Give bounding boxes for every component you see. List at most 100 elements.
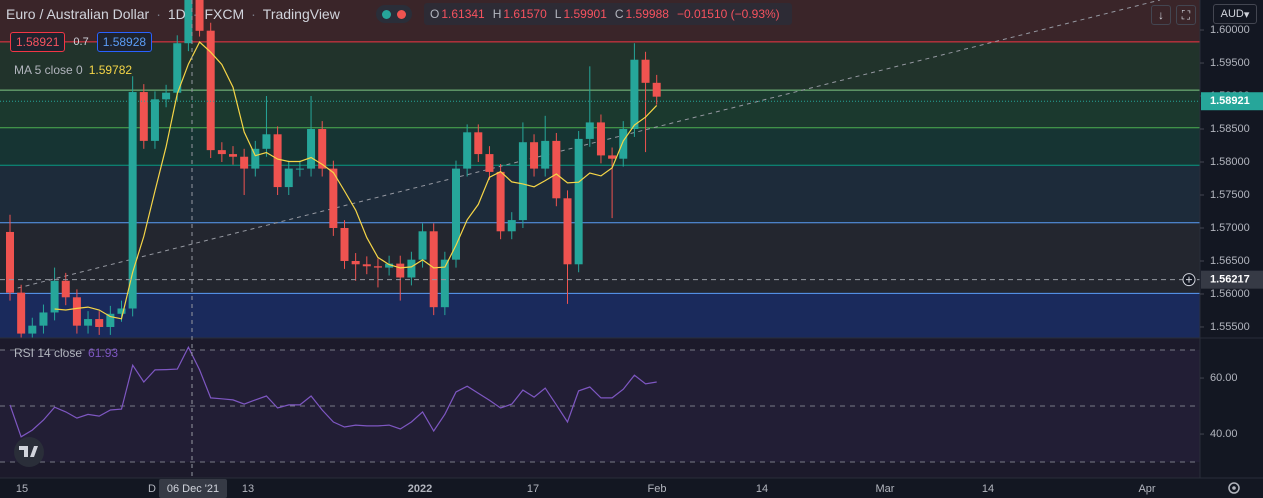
- candle-body: [373, 266, 382, 268]
- candle-body: [329, 168, 338, 228]
- close-label: C: [614, 7, 624, 21]
- candle-body: [28, 325, 37, 334]
- close-value: 1.59988: [625, 7, 669, 21]
- ma-label: MA 5 close 0: [14, 63, 83, 77]
- y-tick-label: 1.58000: [1210, 156, 1250, 168]
- candle-body: [240, 156, 249, 169]
- candle-body: [206, 30, 215, 151]
- ma-value: 1.59782: [88, 63, 133, 77]
- candle-body: [106, 313, 115, 327]
- y-tick-label: 1.57500: [1210, 189, 1250, 201]
- y-tick-label: 1.57000: [1210, 222, 1250, 234]
- time-axis: [0, 478, 1263, 498]
- candle-body: [518, 142, 527, 221]
- y-tick-label: 1.56500: [1210, 255, 1250, 267]
- rsi-pane: [0, 338, 1200, 478]
- candle-body: [541, 140, 550, 169]
- price-axis: [1200, 0, 1263, 478]
- y-tick-label: 1.55500: [1210, 321, 1250, 333]
- high-label: H: [492, 7, 502, 21]
- rsi-label: RSI 14 close: [14, 346, 83, 360]
- y-tick-label: 1.56000: [1210, 288, 1250, 300]
- scroll-button[interactable]: ↓: [1151, 5, 1171, 25]
- candle-body: [474, 132, 483, 155]
- candle-body: [641, 59, 650, 83]
- time-labels: 15 D 13 2022 17 Feb 14 Mar 14 Apr: [16, 483, 1156, 495]
- price-badge-label: 1.58921: [1210, 95, 1250, 107]
- candle-body: [608, 155, 617, 159]
- low-value: 1.59901: [563, 7, 607, 21]
- candle-body: [418, 231, 427, 260]
- high-value: 1.61570: [503, 7, 547, 21]
- zone: [0, 41, 1200, 91]
- candle-body: [72, 297, 81, 326]
- candle-body: [318, 129, 327, 169]
- candle-body: [619, 129, 628, 159]
- order-panel: 1.58921 0.7 1.58928: [10, 31, 153, 53]
- candle-body: [39, 312, 48, 326]
- candle-body: [84, 319, 93, 326]
- candle-body: [217, 150, 226, 155]
- candle-body: [407, 259, 416, 278]
- candle-body: [150, 99, 159, 141]
- candle-body: [284, 168, 293, 188]
- rsi-value: 61.93: [88, 346, 119, 360]
- candle-body: [273, 134, 282, 188]
- time-label: 13: [242, 483, 254, 495]
- candle-body: [128, 92, 137, 309]
- market-toggle[interactable]: [376, 5, 412, 23]
- crosshair-add-plus: [1186, 276, 1192, 283]
- candle-body: [162, 92, 171, 100]
- currency-select[interactable]: AUD ▾: [1213, 4, 1257, 24]
- time-label: D: [148, 483, 156, 495]
- candle-body: [563, 198, 572, 265]
- tradingview-logo: [14, 437, 44, 467]
- time-label: 17: [527, 483, 539, 495]
- candle-body: [463, 132, 472, 169]
- candle-body: [17, 292, 26, 334]
- source: TradingView: [262, 6, 340, 22]
- candle-body: [139, 92, 148, 141]
- candle-body: [496, 171, 505, 232]
- candle-body: [452, 168, 460, 260]
- crosshair-date-badge: [159, 479, 227, 498]
- candle-body: [396, 263, 405, 278]
- symbol-header: Euro / Australian Dollar · 1D · FXCM · Trad…: [6, 6, 340, 22]
- rsi-line: [9, 345, 657, 438]
- time-label: 14: [982, 483, 994, 495]
- candle-body: [429, 231, 438, 308]
- candle-body: [251, 148, 260, 169]
- buy-button[interactable]: 1.58928: [96, 32, 153, 52]
- zone: [0, 90, 1200, 128]
- candle-body: [630, 59, 639, 130]
- y-tick-label: 1.59500: [1210, 57, 1250, 69]
- crosshair-date: 06 Dec '21: [167, 483, 219, 495]
- candle-body: [61, 280, 70, 298]
- price-badge-label: 1.56217: [1210, 274, 1250, 286]
- candle-body: [195, 0, 204, 31]
- price-badge: [1201, 92, 1263, 111]
- candle-body: [295, 168, 304, 170]
- y-tick-label: 1.60000: [1210, 24, 1250, 36]
- sell-button[interactable]: 1.58921: [10, 32, 66, 52]
- fullscreen-button[interactable]: ⛶: [1176, 5, 1196, 25]
- y-tick-label: 40.00: [1210, 428, 1238, 440]
- interval: 1D: [167, 6, 186, 22]
- time-label: 15: [16, 483, 28, 495]
- spread: 0.7: [73, 36, 89, 48]
- candle-body: [652, 82, 661, 97]
- price-axis-labels: 1.55500 1.56000 1.56500 1.57000 1.57500 1.580…: [1200, 24, 1263, 440]
- time-label: 14: [756, 483, 768, 495]
- exchange: FXCM: [204, 6, 245, 22]
- time-label: Mar: [876, 483, 895, 495]
- price-badge: [1201, 270, 1263, 289]
- candle-body: [530, 142, 539, 169]
- ma-line: [54, 41, 658, 320]
- change: −0.01510 (−0.93%): [676, 7, 780, 21]
- settings-icon[interactable]: [1228, 482, 1240, 494]
- open-value: 1.61341: [441, 7, 485, 21]
- y-tick-label: 1.58500: [1210, 123, 1250, 135]
- open-label: O: [430, 7, 440, 21]
